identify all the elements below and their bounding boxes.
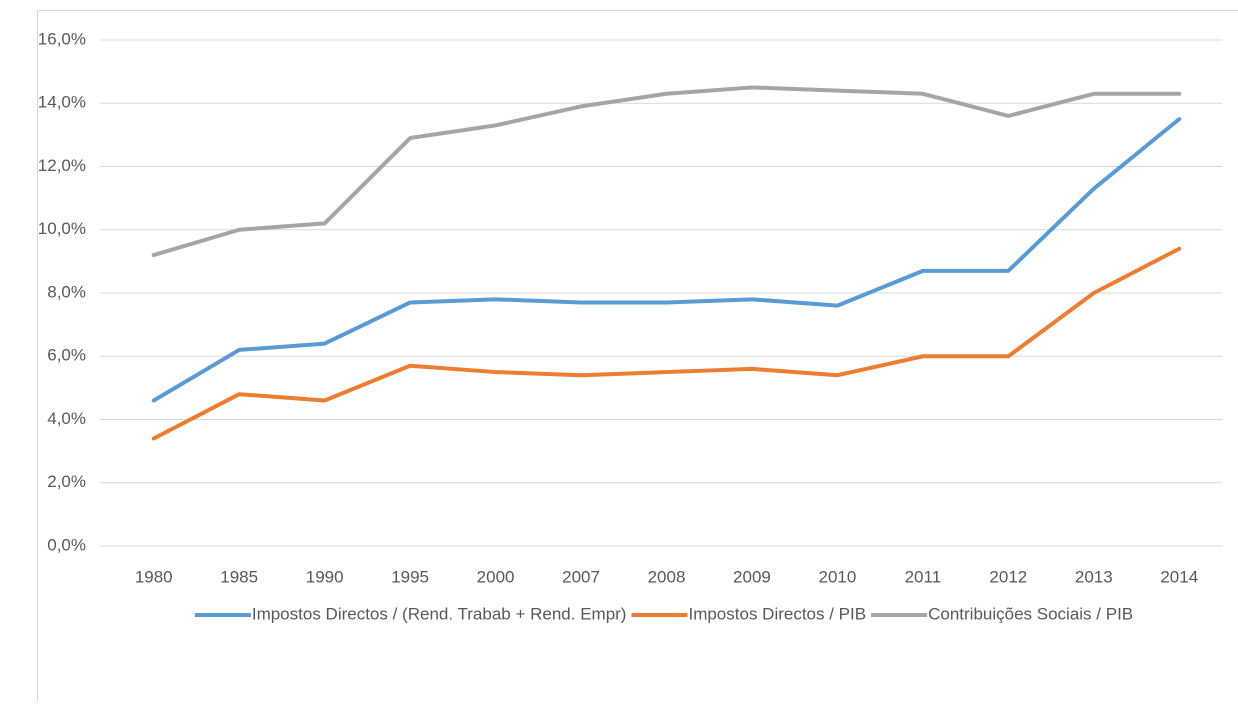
x-tick-label: 2010 [819,567,857,586]
x-tick-label: 1990 [306,567,344,586]
y-tick-label: 6,0% [47,346,86,365]
x-tick-label: 2011 [905,567,942,586]
y-tick-label: 16,0% [38,29,86,48]
x-tick-label: 2014 [1160,567,1198,586]
x-tick-label: 2009 [733,567,771,586]
y-tick-label: 2,0% [47,472,86,491]
y-tick-label: 4,0% [47,409,86,428]
x-tick-label: 2000 [477,567,515,586]
x-tick-label: 2013 [1075,567,1113,586]
x-tick-label: 2012 [989,567,1027,586]
y-tick-label: 0,0% [47,535,86,554]
legend-label: Impostos Directos / PIB [688,604,866,623]
x-tick-label: 1985 [220,567,258,586]
x-tick-label: 1995 [391,567,429,586]
legend-label: Impostos Directos / (Rend. Trabab + Rend… [252,604,627,623]
legend-label: Contribuições Sociais / PIB [928,604,1133,623]
line-series [154,119,1180,400]
x-tick-label: 1980 [135,567,173,586]
y-tick-label: 10,0% [38,219,86,238]
y-tick-label: 8,0% [47,282,86,301]
y-tick-label: 12,0% [38,156,86,175]
x-tick-label: 2008 [648,567,686,586]
x-tick-label: 2007 [562,567,600,586]
y-tick-label: 14,0% [38,93,86,112]
